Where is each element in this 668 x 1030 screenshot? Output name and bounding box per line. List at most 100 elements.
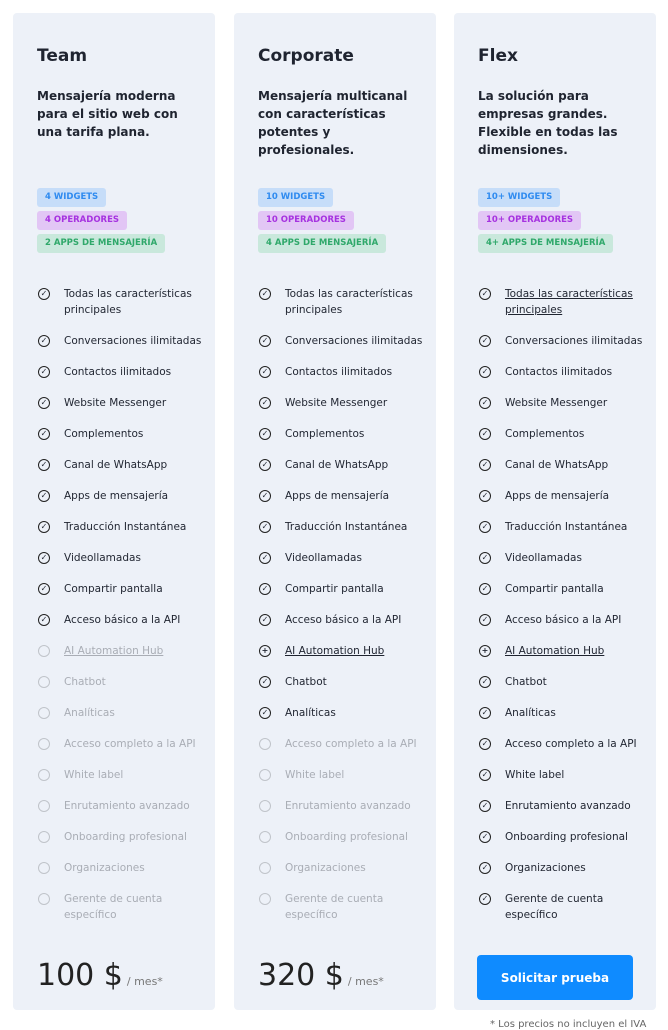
feature-list: ✓ Todas las características principales … xyxy=(478,286,653,938)
feature-label: Gerente de cuenta específico xyxy=(505,893,604,921)
feature-label: Website Messenger xyxy=(505,397,608,409)
feature-item: Organizaciones xyxy=(258,860,433,891)
feature-item: Enrutamiento avanzado xyxy=(37,798,212,829)
check-circle-icon: ✓ xyxy=(479,521,491,533)
empty-circle-icon xyxy=(38,645,50,657)
feature-item: ✓ Website Messenger xyxy=(258,395,433,426)
feature-item: ✓ Website Messenger xyxy=(37,395,212,426)
feature-item: ✓ Traducción Instantánea xyxy=(37,519,212,550)
feature-item: ✓ Contactos ilimitados xyxy=(37,364,212,395)
feature-label: Todas las características principales xyxy=(285,288,413,316)
feature-label[interactable]: Todas las características principales xyxy=(505,288,633,316)
check-circle-icon: ✓ xyxy=(259,335,271,347)
feature-item: ✓ Website Messenger xyxy=(478,395,653,426)
check-circle-icon: ✓ xyxy=(259,490,271,502)
feature-label[interactable]: AI Automation Hub xyxy=(505,645,605,657)
feature-label: Traducción Instantánea xyxy=(64,521,187,533)
check-circle-icon: ✓ xyxy=(479,366,491,378)
feature-item: ✓ Conversaciones ilimitadas xyxy=(258,333,433,364)
feature-label: Traducción Instantánea xyxy=(505,521,628,533)
feature-label[interactable]: AI Automation Hub xyxy=(285,645,385,657)
feature-item[interactable]: + AI Automation Hub xyxy=(258,643,433,674)
feature-item: ✓ Complementos xyxy=(37,426,212,457)
feature-item: ✓ Chatbot xyxy=(478,674,653,705)
check-circle-icon: ✓ xyxy=(38,490,50,502)
check-circle-icon: ✓ xyxy=(259,707,271,719)
feature-item: ✓ Onboarding profesional xyxy=(478,829,653,860)
feature-label: Website Messenger xyxy=(64,397,167,409)
check-circle-icon: ✓ xyxy=(479,397,491,409)
feature-label: Complementos xyxy=(505,428,585,440)
empty-circle-icon xyxy=(38,707,50,719)
check-circle-icon: ✓ xyxy=(479,428,491,440)
check-circle-icon: ✓ xyxy=(38,459,50,471)
check-circle-icon: ✓ xyxy=(479,459,491,471)
feature-item: ✓ Analíticas xyxy=(478,705,653,736)
feature-label: Gerente de cuenta específico xyxy=(285,893,384,921)
check-circle-icon: ✓ xyxy=(259,614,271,626)
feature-item: ✓ Gerente de cuenta específico xyxy=(478,891,653,938)
feature-label[interactable]: AI Automation Hub xyxy=(64,645,164,657)
plan-badge: 4 APPS DE MENSAJERÍA xyxy=(258,234,387,253)
check-circle-icon: ✓ xyxy=(38,288,50,300)
check-circle-icon: ✓ xyxy=(479,552,491,564)
request-trial-button[interactable]: Solicitar prueba xyxy=(477,955,633,1000)
feature-label: Acceso básico a la API xyxy=(505,614,622,626)
feature-item[interactable]: + AI Automation Hub xyxy=(478,643,653,674)
check-circle-icon: ✓ xyxy=(38,614,50,626)
check-circle-icon: ✓ xyxy=(479,335,491,347)
check-circle-icon: ✓ xyxy=(479,583,491,595)
feature-label: Acceso básico a la API xyxy=(285,614,402,626)
feature-label: Todas las características principales xyxy=(64,288,192,316)
plan-name: Corporate xyxy=(258,46,354,66)
feature-item: ✓ Analíticas xyxy=(258,705,433,736)
feature-item: Onboarding profesional xyxy=(37,829,212,860)
check-circle-icon: ✓ xyxy=(38,521,50,533)
price-period: / mes* xyxy=(126,975,163,988)
check-circle-icon: ✓ xyxy=(38,552,50,564)
feature-label: Enrutamiento avanzado xyxy=(64,800,190,812)
check-circle-icon: ✓ xyxy=(479,831,491,843)
feature-label: Organizaciones xyxy=(505,862,586,874)
feature-item: ✓ Enrutamiento avanzado xyxy=(478,798,653,829)
check-circle-icon: ✓ xyxy=(259,288,271,300)
empty-circle-icon xyxy=(38,831,50,843)
feature-label: Videollamadas xyxy=(505,552,582,564)
feature-item: ✓ Compartir pantalla xyxy=(37,581,212,612)
plan-name: Team xyxy=(37,46,88,66)
feature-label: Apps de mensajería xyxy=(64,490,169,502)
feature-item[interactable]: AI Automation Hub xyxy=(37,643,212,674)
feature-item: ✓ Acceso básico a la API xyxy=(37,612,212,643)
price-amount: 320 $ xyxy=(258,958,344,993)
price-period: / mes* xyxy=(347,975,384,988)
feature-item: ✓ Canal de WhatsApp xyxy=(37,457,212,488)
feature-item: ✓ Traducción Instantánea xyxy=(478,519,653,550)
feature-item[interactable]: ✓ Todas las características principales xyxy=(478,286,653,333)
plan-name: Flex xyxy=(478,46,518,66)
feature-label: Compartir pantalla xyxy=(505,583,604,595)
feature-label: Organizaciones xyxy=(64,862,145,874)
check-circle-icon: ✓ xyxy=(259,428,271,440)
feature-item: Analíticas xyxy=(37,705,212,736)
feature-label: Compartir pantalla xyxy=(64,583,163,595)
plan-description: La solución para empresas grandes. Flexi… xyxy=(478,89,618,157)
feature-item: ✓ Conversaciones ilimitadas xyxy=(478,333,653,364)
feature-label: Contactos ilimitados xyxy=(64,366,172,378)
plan-badge: 4 OPERADORES xyxy=(37,211,128,230)
feature-item: ✓ Contactos ilimitados xyxy=(258,364,433,395)
check-circle-icon: ✓ xyxy=(479,676,491,688)
empty-circle-icon xyxy=(38,676,50,688)
check-circle-icon: ✓ xyxy=(259,521,271,533)
check-circle-icon: ✓ xyxy=(479,800,491,812)
empty-circle-icon xyxy=(259,831,271,843)
feature-list: ✓ Todas las características principales … xyxy=(37,286,212,938)
empty-circle-icon xyxy=(259,893,271,905)
feature-label: Analíticas xyxy=(64,707,115,719)
feature-item: Organizaciones xyxy=(37,860,212,891)
feature-label: Acceso completo a la API xyxy=(285,738,417,750)
plus-circle-icon: + xyxy=(259,645,271,657)
feature-item: Acceso completo a la API xyxy=(37,736,212,767)
plan-card-flex: Flex La solución para empresas grandes. … xyxy=(454,13,656,1010)
feature-label: Videollamadas xyxy=(285,552,362,564)
empty-circle-icon xyxy=(259,800,271,812)
